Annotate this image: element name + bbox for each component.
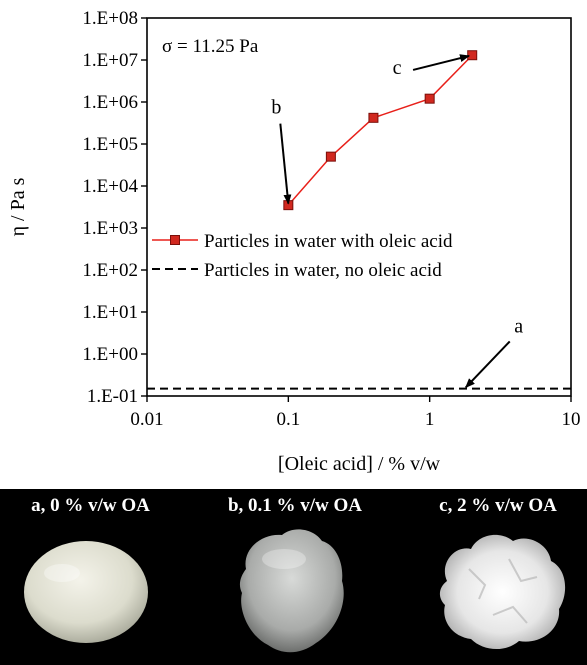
y-tick-label: 1.E+08 (82, 8, 138, 29)
x-tick-label: 1 (425, 409, 435, 430)
legend-label-no-oleic: Particles in water, no oleic acid (204, 260, 442, 281)
plot-frame (146, 17, 572, 397)
annotation-label-b: b (271, 97, 281, 119)
data-point-oleic (467, 50, 478, 61)
y-tick-label: 1.E+05 (82, 134, 138, 155)
sample-photos: a, 0 % v/w OA b, 0.1 % v/w OA (0, 489, 587, 665)
annotation-arrow-c (412, 54, 471, 71)
photo-a: a, 0 % v/w OA (0, 489, 181, 665)
legend-marker-oleic (170, 235, 180, 245)
legend-label-oleic: Particles in water with oleic acid (204, 231, 453, 252)
y-tick-label: 1.E+00 (82, 344, 138, 365)
photo-b: b, 0.1 % v/w OA (184, 489, 406, 665)
data-point-oleic (424, 93, 435, 104)
y-axis-ticks: 1.E-01 1.E+00 1.E+01 1.E+02 1.E+03 1.E+04 1.E+… (82, 8, 147, 407)
y-tick-label: 1.E+06 (82, 92, 138, 113)
data-point-oleic (368, 112, 379, 123)
annotation-arrow-a (465, 340, 511, 389)
viscosity-chart: 1.E-01 1.E+00 1.E+01 1.E+02 1.E+03 1.E+04 1.E+… (7, 8, 581, 475)
annotations-layer: a b c (271, 54, 523, 389)
x-tick-label: 0.01 (130, 409, 163, 430)
sample-blob-b (239, 529, 344, 653)
annotation-arrow-b (279, 123, 292, 205)
y-tick-label: 1.E-01 (87, 386, 138, 407)
photo-label-c: c, 2 % v/w OA (439, 495, 557, 516)
series-layer (147, 50, 571, 390)
y-axis-label: η / Pa s (7, 177, 29, 236)
photo-c: c, 2 % v/w OA (409, 489, 587, 665)
x-tick-label: 10 (562, 409, 581, 430)
y-tick-label: 1.E+01 (82, 302, 138, 323)
annotation-label-a: a (514, 315, 523, 337)
y-tick-label: 1.E+03 (82, 218, 138, 239)
stress-label: σ = 11.25 Pa (162, 36, 259, 57)
sample-blob-a (24, 541, 148, 643)
y-tick-label: 1.E+07 (82, 50, 138, 71)
y-tick-label: 1.E+02 (82, 260, 138, 281)
annotation-label-c: c (393, 57, 402, 79)
y-tick-label: 1.E+04 (82, 176, 138, 197)
photo-label-b: b, 0.1 % v/w OA (227, 495, 363, 516)
series-line-oleic (287, 54, 473, 206)
sample-blob-c (439, 534, 566, 650)
x-axis-label: [Oleic acid] / % v/w (278, 453, 441, 475)
x-axis-ticks: 0.01 0.1 1 10 (130, 396, 581, 430)
data-point-oleic (325, 151, 336, 162)
photo-label-a: a, 0 % v/w OA (31, 495, 150, 516)
x-tick-label: 0.1 (276, 409, 300, 430)
legend: Particles in water with oleic acid Parti… (152, 231, 453, 281)
